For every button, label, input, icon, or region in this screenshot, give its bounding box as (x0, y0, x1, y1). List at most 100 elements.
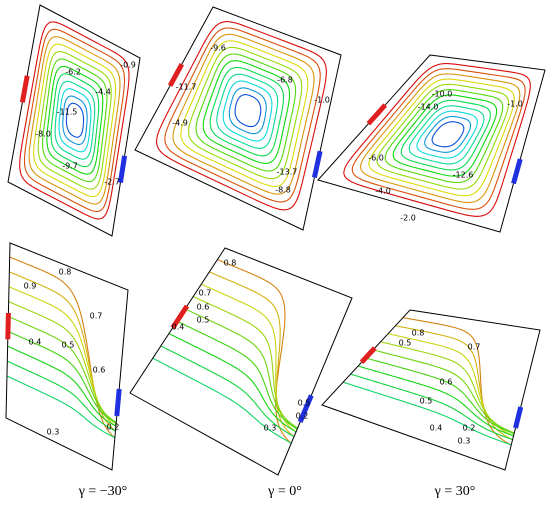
contour-label: 0.7 (90, 312, 103, 321)
cold-wall (114, 388, 122, 417)
contour-line (42, 58, 108, 183)
contour-label: 0.6 (197, 303, 210, 312)
contour-label: -2.7 (104, 178, 120, 187)
contour-line (19, 21, 130, 220)
domain-border (5, 242, 129, 471)
contour-label: -10.0 (432, 90, 453, 99)
caption: γ = 30° (434, 484, 476, 499)
hot-wall (170, 304, 190, 330)
hot-wall (19, 75, 30, 103)
contour-label: 0.5 (399, 339, 412, 348)
contour-line (184, 308, 298, 429)
contour-line (222, 80, 273, 142)
contour-line (372, 349, 515, 434)
contour-label: -6.0 (368, 154, 384, 163)
contour-line (228, 87, 267, 135)
contour-label: 0.6 (93, 366, 106, 375)
contour-line (8, 301, 117, 424)
contour-line (172, 33, 315, 195)
hot-wall (366, 103, 388, 126)
contour-line (176, 320, 298, 430)
contour-line (431, 121, 465, 148)
contour-line (360, 73, 521, 203)
contour-line (380, 341, 515, 435)
contour-line (343, 63, 531, 217)
contour-line (357, 365, 514, 437)
hot-wall (359, 346, 377, 364)
contour-line (376, 83, 510, 190)
contour-label: 0.8 (412, 329, 425, 338)
contour-line (58, 88, 92, 153)
contour-label: -1.0 (507, 100, 523, 109)
contour-label: -12.6 (453, 171, 474, 180)
contour-line (164, 27, 321, 203)
contour-line (192, 296, 298, 430)
contour-line (195, 53, 297, 172)
domain-border (7, 4, 141, 237)
contour-label: -8.8 (275, 186, 291, 195)
contour-line (160, 345, 295, 438)
contour-label: 0.2 (296, 412, 309, 421)
contour-label: 0.3 (458, 437, 471, 446)
contour-line (50, 73, 100, 168)
contour-label: 0.5 (62, 341, 75, 350)
contour-label: -6.8 (277, 76, 293, 85)
contour-line (408, 105, 485, 165)
cold-wall (297, 394, 314, 423)
contour-label: -4.4 (95, 88, 111, 97)
contour-line (365, 357, 515, 435)
contour-label: 0.7 (468, 343, 481, 352)
contour-label: 0.7 (199, 289, 212, 298)
contour-line (46, 65, 104, 175)
contour-line (7, 345, 117, 427)
contour-line (424, 115, 472, 153)
caption: γ = −30° (78, 484, 128, 499)
contour-line (216, 73, 279, 149)
contour-label: 0.5 (298, 399, 311, 408)
cold-wall (513, 406, 524, 429)
contour-label: 0.4 (430, 424, 443, 433)
contour-line (23, 28, 126, 213)
contour-line (7, 360, 116, 432)
contour-label: -9.7 (62, 162, 78, 171)
contour-line (392, 94, 498, 177)
contour-line (234, 94, 262, 128)
contour-line (400, 99, 491, 171)
contour-label: -13.7 (277, 168, 298, 177)
contour-label: -14.0 (418, 103, 439, 112)
contour-label: -1.0 (314, 96, 330, 105)
contour-label: 0.4 (29, 338, 42, 347)
hot-wall (5, 312, 11, 340)
contour-label: 0.3 (264, 424, 277, 433)
contour-label: 0.8 (224, 259, 237, 268)
domain-border (321, 309, 541, 471)
contour-line (368, 78, 515, 197)
contour-line (37, 51, 112, 190)
contour-label: -4.0 (375, 187, 391, 196)
contour-label: 0.5 (197, 316, 210, 325)
hot-wall (167, 63, 184, 87)
contour-line (188, 46, 303, 180)
contour-line (350, 373, 513, 441)
contour-label: 0.2 (107, 423, 120, 432)
contour-line (156, 21, 327, 211)
contour-label: 0.4 (172, 323, 185, 332)
contour-label: -0.9 (120, 61, 136, 70)
domain-border (129, 247, 353, 476)
contour-line (65, 102, 85, 138)
contour-line (384, 89, 504, 184)
contour-label: 0.6 (440, 378, 453, 387)
cold-wall (511, 158, 523, 185)
contour-line (152, 357, 292, 444)
contour-label: -11.5 (57, 108, 78, 117)
contour-label: -2.0 (400, 214, 416, 223)
cold-wall (311, 150, 323, 179)
domain-border (317, 54, 546, 233)
contour-label: 0.8 (59, 268, 72, 277)
contour-line (416, 110, 478, 159)
contour-line (180, 40, 309, 187)
contour-line (202, 60, 291, 164)
contour-line (8, 315, 117, 423)
